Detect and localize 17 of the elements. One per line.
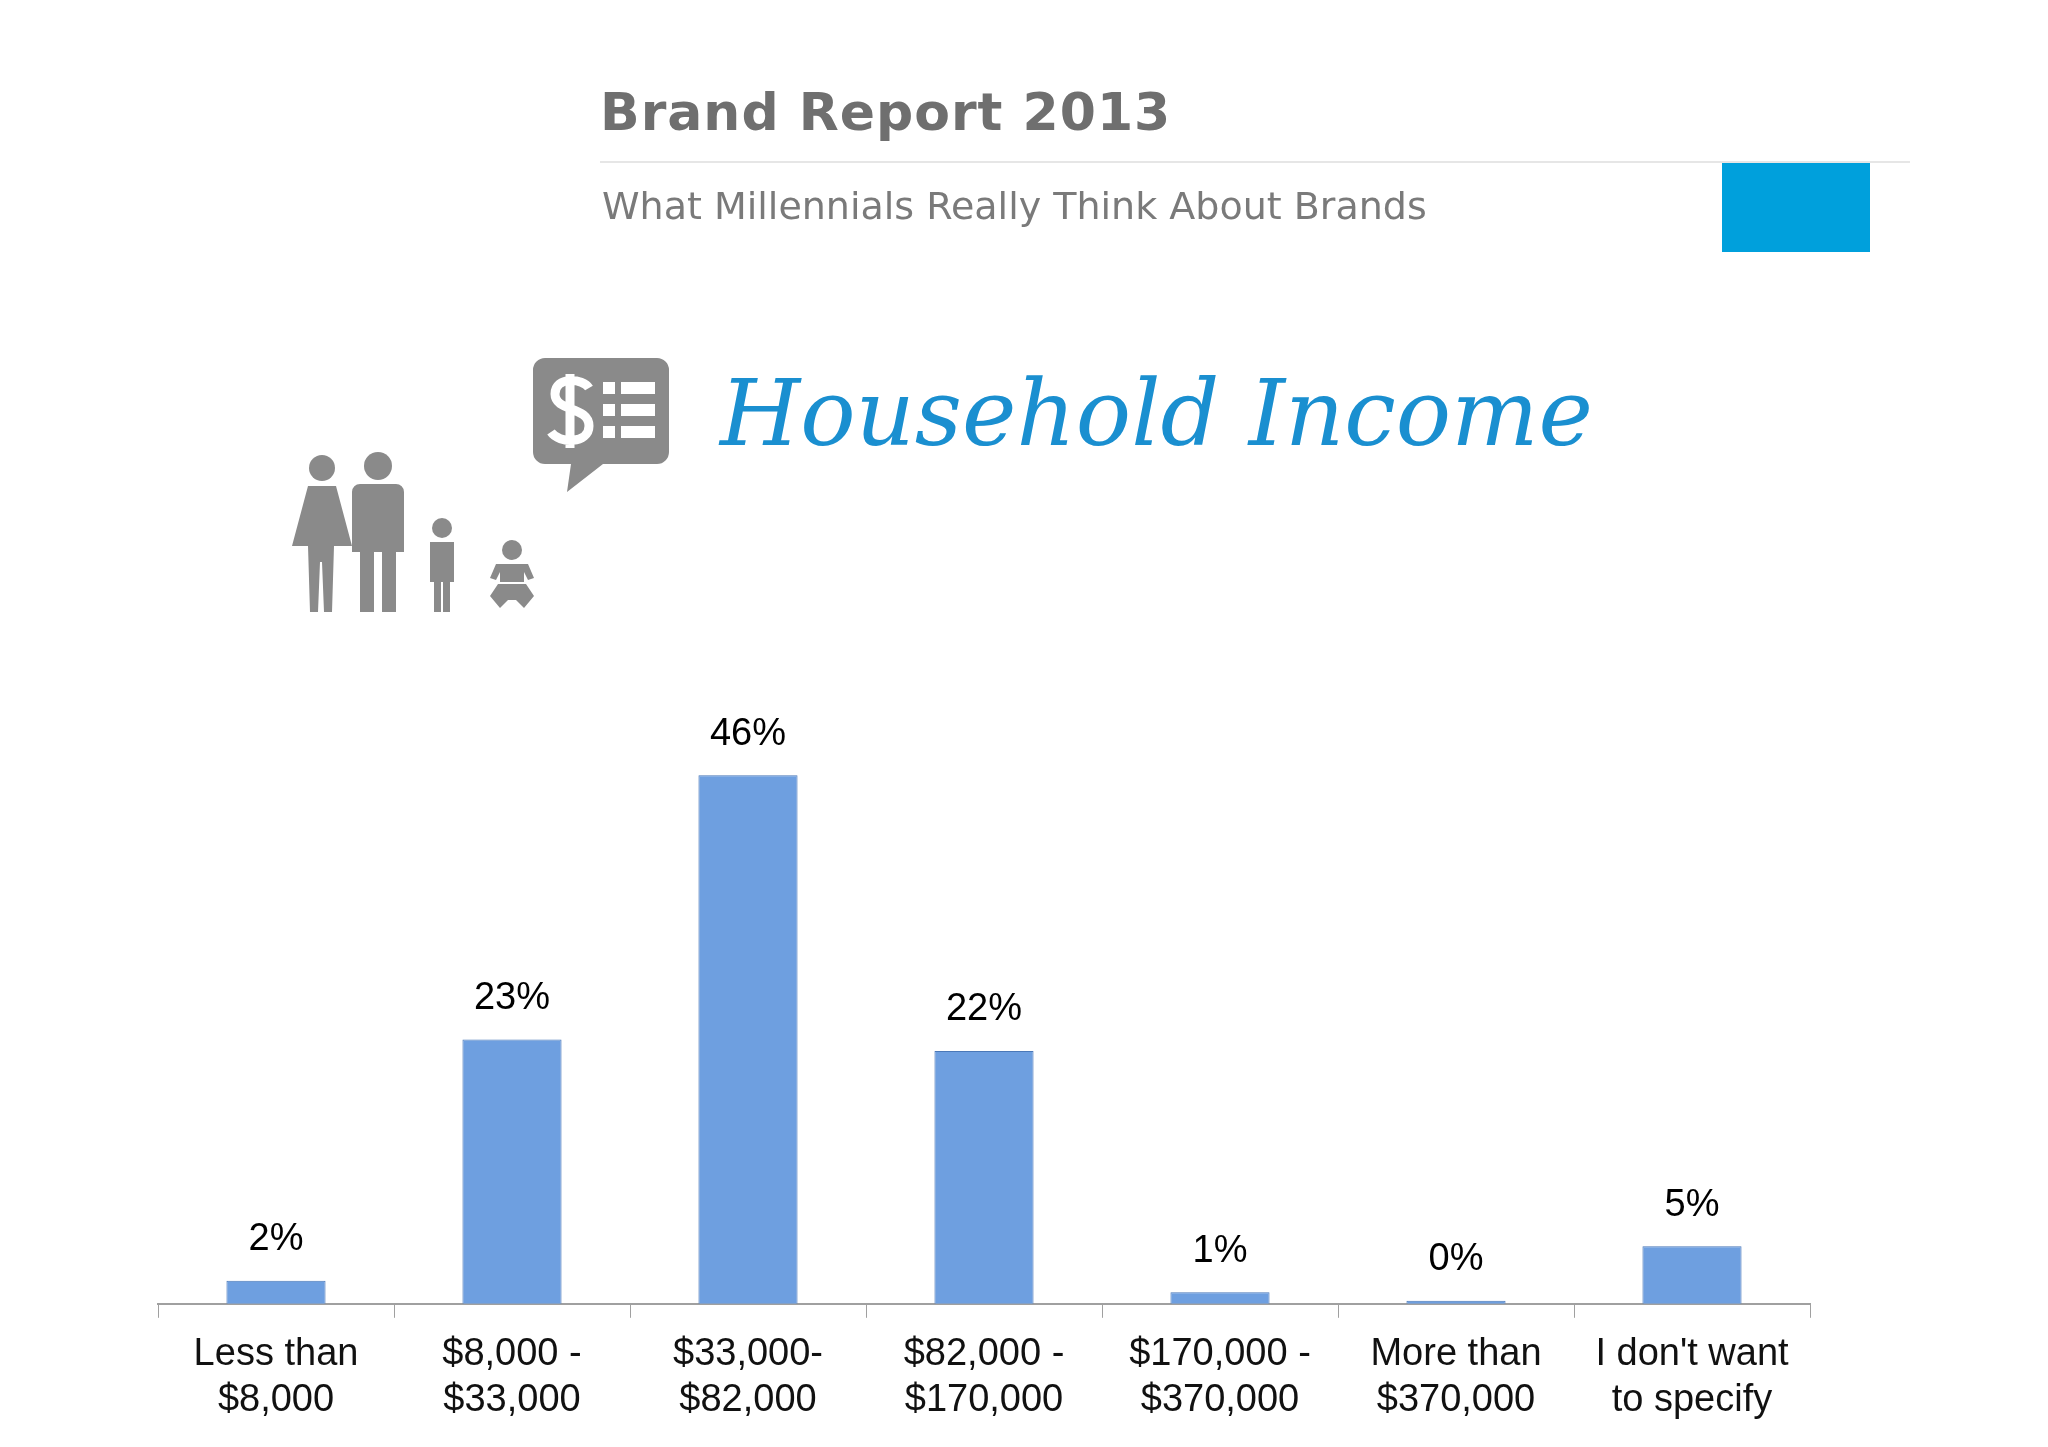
chart-subtitle: What Millennials Really Think About Brands <box>602 184 1427 228</box>
x-tick-label: More than $370,000 <box>1370 1331 1542 1419</box>
chart-title: Brand Report 2013 <box>600 82 1172 142</box>
x-tick-label: $8,000 - $33,000 <box>442 1331 582 1419</box>
x-tick-label: Less than $8,000 <box>193 1331 359 1419</box>
data-label: 46% <box>709 710 787 753</box>
x-tick-label: $170,000 - $370,000 <box>1129 1331 1311 1419</box>
data-label: 5% <box>1664 1181 1720 1224</box>
text: Household Income <box>720 360 1593 467</box>
data-label: 2% <box>248 1216 304 1259</box>
data-label: 23% <box>473 974 551 1017</box>
data-label: 22% <box>945 986 1023 1029</box>
x-tick-label: $82,000 - $170,000 <box>903 1331 1065 1419</box>
x-tick-label: I don't want to specify <box>1595 1331 1790 1419</box>
data-label: 0% <box>1428 1236 1484 1279</box>
data-label: 1% <box>1192 1227 1248 1270</box>
x-tick-label: $33,000-$82,000 <box>672 1331 824 1419</box>
